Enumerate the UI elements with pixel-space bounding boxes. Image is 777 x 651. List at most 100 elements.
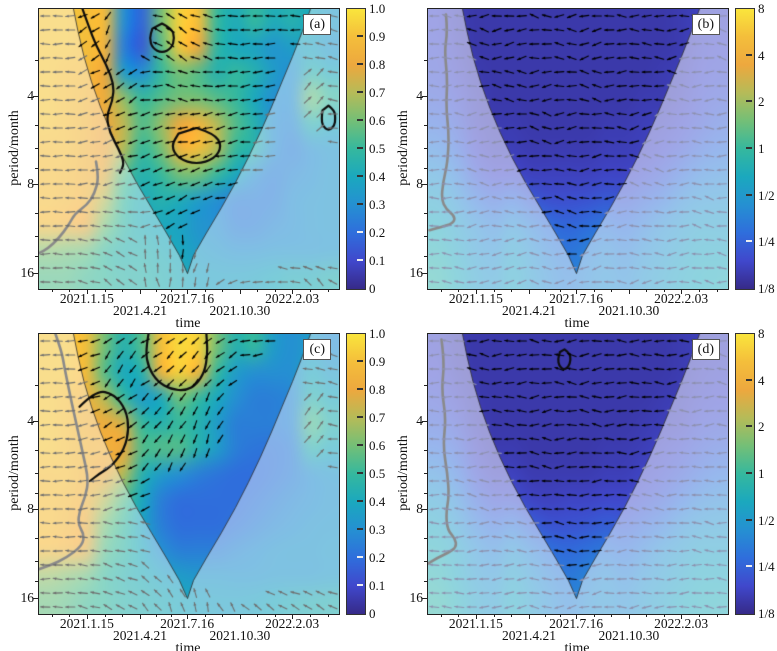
colorbar-tick-label: 0.6 bbox=[369, 438, 386, 453]
x-tick-mark bbox=[475, 289, 477, 294]
x-tick-label: 2021.10.30 bbox=[598, 303, 660, 318]
colorbar-tick-label: 0.3 bbox=[369, 522, 386, 537]
panel-tag-a: (a) bbox=[303, 14, 331, 35]
y-minor-tick bbox=[35, 580, 38, 582]
y-tick-mark bbox=[33, 509, 38, 511]
x-tick-label: 2021.1.15 bbox=[59, 291, 114, 306]
x-minor-tick bbox=[309, 614, 311, 617]
x-tick-mark bbox=[140, 289, 141, 294]
heatmap-canvas-c bbox=[39, 334, 339, 614]
y-minor-tick bbox=[424, 59, 427, 61]
x-tick-mark bbox=[681, 289, 683, 294]
x-minor-tick bbox=[274, 614, 276, 617]
x-minor-tick bbox=[560, 289, 562, 292]
x-minor-tick bbox=[663, 614, 665, 617]
colorbar-tick bbox=[357, 388, 363, 390]
y-minor-tick bbox=[35, 473, 38, 474]
x-minor-tick bbox=[716, 614, 718, 617]
colorbar-tick-label: 1/8 bbox=[758, 606, 775, 621]
x-tick-mark bbox=[239, 614, 241, 619]
colorbar-tick-label: 8 bbox=[758, 1, 765, 16]
colorbar-tick-label: 2 bbox=[758, 419, 765, 435]
x-minor-tick bbox=[544, 614, 546, 617]
x-minor-tick bbox=[155, 289, 157, 292]
y-tick-mark bbox=[422, 272, 427, 274]
x-minor-tick bbox=[104, 614, 106, 617]
panel-c: period/month (c) time 1.0 0.9 0.8 0.7 0.6 0.5… bbox=[0, 325, 388, 651]
x-minor-tick bbox=[716, 289, 718, 292]
y-tick-mark bbox=[33, 272, 38, 274]
y-minor-tick bbox=[35, 167, 38, 169]
x-minor-tick bbox=[440, 614, 442, 617]
y-minor-tick bbox=[35, 124, 38, 126]
x-tick-mark bbox=[86, 289, 88, 294]
colorbar-tick bbox=[357, 556, 363, 558]
colorbar-tick-label: 1/4 bbox=[758, 559, 775, 575]
y-tick-mark bbox=[33, 597, 38, 599]
colorbar-tick bbox=[357, 259, 363, 261]
colorbar-b bbox=[735, 8, 755, 290]
colorbar-tick-label: 0.7 bbox=[369, 410, 386, 425]
x-tick-label: 2022.2.03 bbox=[265, 616, 320, 631]
x-minor-tick bbox=[204, 614, 206, 617]
x-tick-mark bbox=[576, 289, 578, 294]
colorbar-tick-label: 0.8 bbox=[369, 57, 386, 72]
x-axis-label: time bbox=[564, 316, 590, 331]
colorbar-tick bbox=[357, 584, 363, 586]
x-tick-label: 2021.7.16 bbox=[549, 291, 604, 306]
colorbar-tick bbox=[357, 35, 363, 37]
x-tick-mark bbox=[529, 614, 530, 619]
x-minor-tick bbox=[327, 614, 329, 617]
x-tick-label: 2021.10.30 bbox=[209, 303, 271, 318]
x-tick-mark bbox=[529, 289, 530, 294]
colorbar-tick-label: 1/2 bbox=[758, 187, 775, 203]
colorbar-tick bbox=[746, 472, 752, 474]
y-tick-label: 4 bbox=[27, 413, 34, 429]
plot-area-c: (c) bbox=[38, 333, 340, 615]
x-minor-tick bbox=[593, 614, 595, 617]
colorbar-tick-label: 1 bbox=[758, 141, 765, 156]
colorbar-tick-label: 0.2 bbox=[369, 225, 386, 240]
x-minor-tick bbox=[458, 614, 460, 617]
colorbar-tick bbox=[357, 528, 363, 530]
x-tick-mark bbox=[292, 289, 294, 294]
panel-a: period/month (a) time 1.0 0.9 0.8 0.7 0.6 0.5… bbox=[0, 0, 388, 331]
y-tick-mark bbox=[422, 509, 427, 511]
x-tick-mark bbox=[292, 614, 294, 619]
x-tick-mark bbox=[86, 614, 88, 619]
colorbar-tick bbox=[357, 500, 363, 502]
x-minor-tick bbox=[171, 289, 173, 292]
colorbar-tick bbox=[357, 119, 363, 121]
x-tick-label: 2021.7.16 bbox=[549, 616, 604, 631]
colorbar-tick bbox=[357, 444, 363, 446]
x-axis-label: time bbox=[175, 641, 201, 651]
x-tick-label: 2021.4.21 bbox=[502, 303, 556, 318]
x-tick-label: 2021.10.30 bbox=[209, 628, 271, 643]
x-tick-mark bbox=[628, 614, 630, 619]
y-tick-mark bbox=[422, 184, 427, 186]
x-minor-tick bbox=[51, 289, 53, 292]
plot-area-d: (d) bbox=[427, 333, 729, 615]
x-tick-label: 2021.7.16 bbox=[160, 291, 215, 306]
x-tick-mark bbox=[187, 289, 189, 294]
colorbar-tick bbox=[746, 53, 752, 56]
y-minor-tick bbox=[35, 492, 38, 494]
colorbar-tick-label: 1/2 bbox=[758, 512, 775, 528]
x-tick-mark bbox=[239, 289, 241, 294]
y-tick-mark bbox=[33, 96, 38, 98]
y-tick-label: 8 bbox=[416, 501, 423, 517]
x-axis-label: time bbox=[564, 641, 590, 651]
x-minor-tick bbox=[611, 289, 613, 292]
x-tick-mark bbox=[140, 614, 141, 619]
y-tick-label: 4 bbox=[27, 88, 34, 104]
x-tick-mark bbox=[576, 614, 578, 619]
x-tick-label: 2021.1.15 bbox=[448, 616, 503, 631]
colorbar-tick bbox=[746, 565, 752, 568]
y-minor-tick bbox=[35, 255, 38, 257]
x-tick-label: 2021.4.21 bbox=[113, 628, 167, 643]
y-minor-tick bbox=[424, 384, 427, 386]
colorbar-tick-label: 1.0 bbox=[369, 326, 386, 341]
y-tick-label: 16 bbox=[409, 264, 424, 280]
colorbar-tick-label: 1/4 bbox=[758, 234, 775, 250]
x-tick-mark bbox=[187, 614, 189, 619]
